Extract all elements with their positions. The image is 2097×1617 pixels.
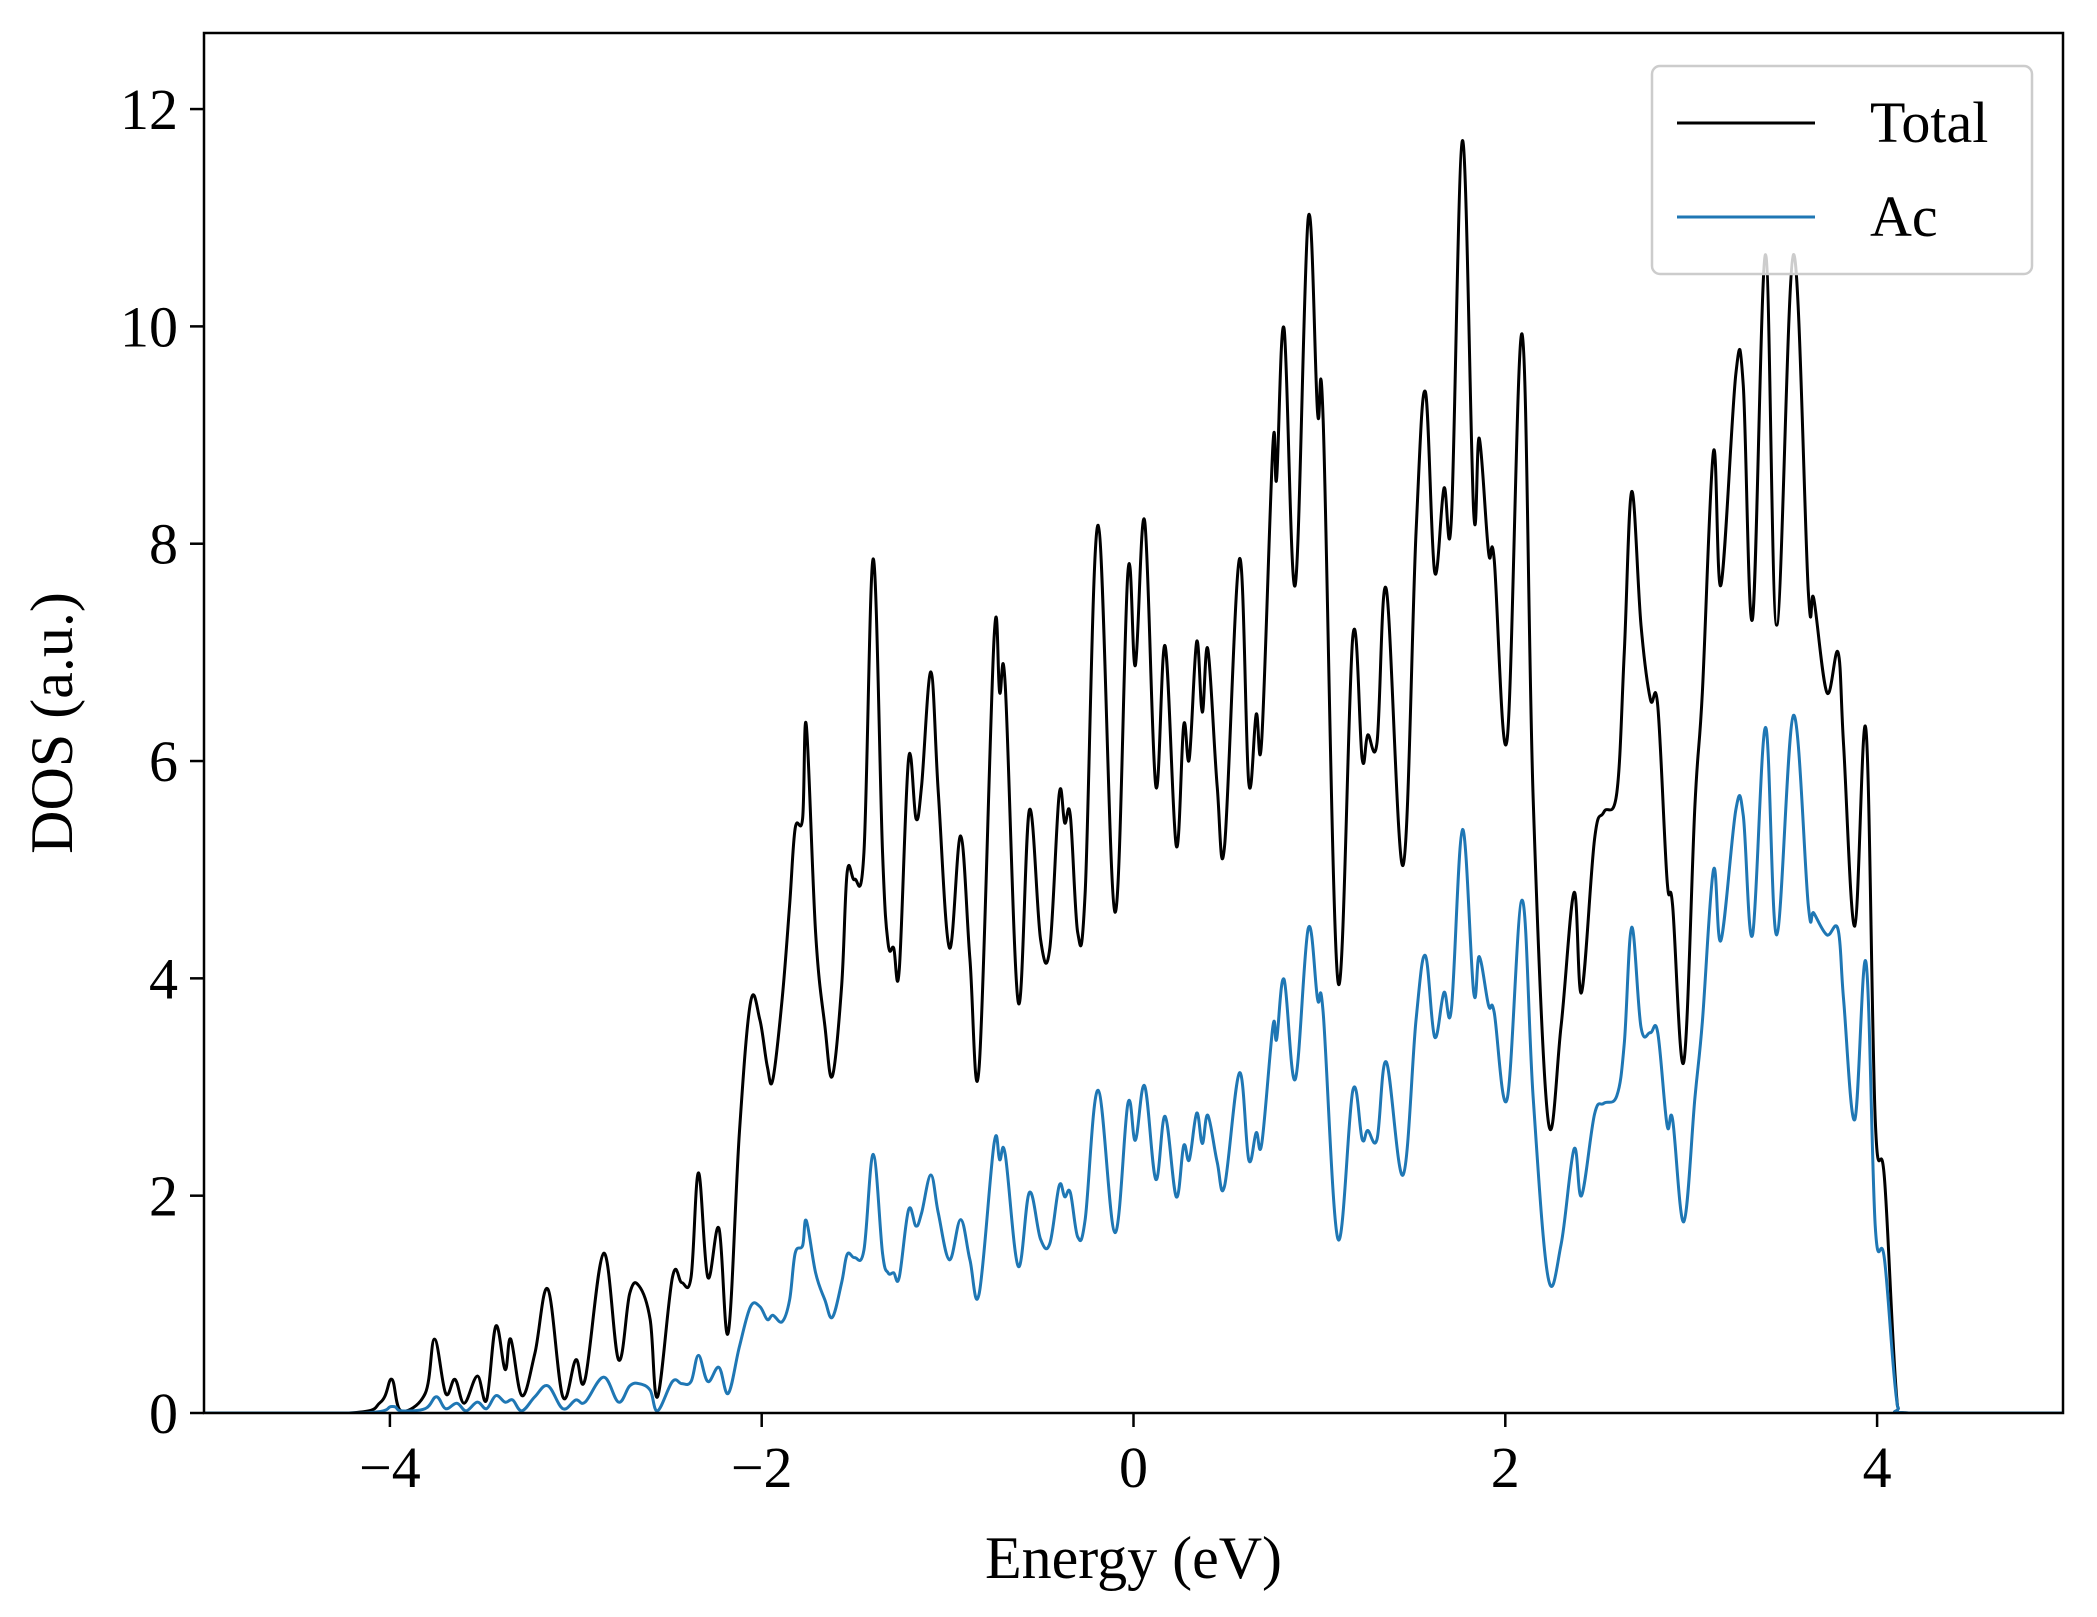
x-tick-label: 0 [1119,1435,1148,1500]
x-axis-label: Energy (eV) [985,1525,1282,1591]
legend-box [1650,64,2034,276]
legend-label-total: Total [1870,90,1988,155]
x-tick-label: 2 [1491,1435,1520,1500]
y-tick-label: 6 [149,729,178,794]
x-tick-label: −2 [731,1435,793,1500]
x-tick-label: −4 [359,1435,421,1500]
series-layer [204,139,2063,1413]
series-line-ac [204,713,2063,1413]
series-line-total [204,139,2063,1413]
y-axis-ticks: 0 2 4 6 8 10 12 [120,77,204,1446]
x-tick-label: 4 [1863,1435,1892,1500]
y-tick-label: 0 [149,1381,178,1446]
y-tick-label: 8 [149,512,178,577]
y-tick-label: 12 [120,77,178,142]
x-axis-ticks: −4 −2 0 2 4 [359,1413,1892,1500]
y-axis-label: DOS (a.u.) [19,592,85,854]
legend: Total Ac [1650,64,2034,276]
legend-label-ac: Ac [1870,184,1938,249]
y-tick-label: 2 [149,1164,178,1229]
y-tick-label: 4 [149,946,178,1011]
y-tick-label: 10 [120,294,178,359]
